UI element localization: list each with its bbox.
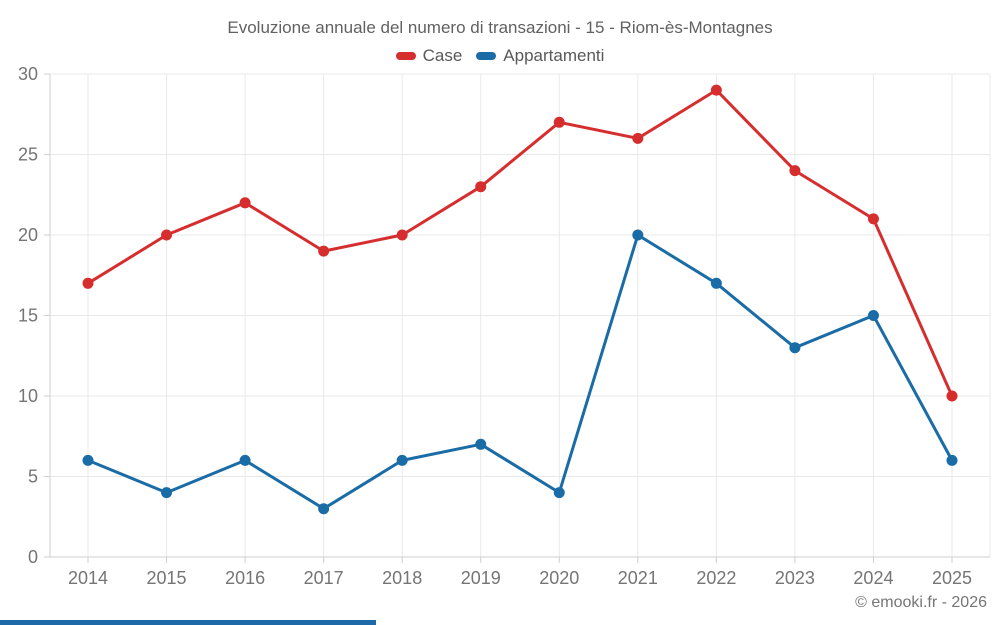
xtick-label-2025: 2025	[932, 568, 972, 588]
data-point-case-2023[interactable]	[789, 165, 801, 177]
data-point-appartamenti-2014[interactable]	[82, 454, 94, 466]
data-point-appartamenti-2018[interactable]	[396, 454, 408, 466]
data-point-case-2024[interactable]	[867, 213, 879, 225]
ytick-label-30: 30	[18, 64, 38, 84]
credit-watermark: © emooki.fr - 2026	[855, 594, 987, 611]
data-point-case-2016[interactable]	[239, 197, 251, 209]
legend-label-case: Case	[422, 46, 463, 65]
legend-swatch-appartamenti-icon	[476, 52, 497, 60]
data-point-case-2020[interactable]	[553, 116, 565, 128]
data-point-case-2017[interactable]	[318, 245, 330, 257]
data-point-appartamenti-2023[interactable]	[789, 342, 801, 354]
data-point-case-2022[interactable]	[710, 84, 722, 96]
data-point-appartamenti-2024[interactable]	[867, 310, 879, 321]
data-point-case-2025[interactable]	[946, 390, 958, 402]
legend-swatch-case-icon	[395, 52, 416, 60]
appartamenti-line	[87, 233, 954, 511]
data-point-appartamenti-2022[interactable]	[710, 277, 722, 289]
xtick-label-2019: 2019	[461, 568, 501, 588]
ytick-label-10: 10	[18, 386, 38, 406]
ytick-label-25: 25	[18, 145, 38, 165]
data-point-appartamenti-2019[interactable]	[475, 438, 487, 450]
xtick-label-2016: 2016	[225, 568, 265, 588]
legend-label-appartamenti: Appartamenti	[503, 46, 605, 65]
data-point-appartamenti-2017[interactable]	[318, 503, 330, 515]
xtick-label-2024: 2024	[853, 568, 893, 588]
legend-item-appartamenti[interactable]: Appartamenti	[476, 46, 604, 66]
data-point-case-2014[interactable]	[82, 277, 94, 289]
xtick-label-2018: 2018	[382, 568, 422, 588]
ytick-label-0: 0	[28, 547, 38, 567]
ytick-label-15: 15	[18, 306, 38, 326]
data-point-case-2018[interactable]	[396, 229, 408, 241]
data-point-case-2019[interactable]	[475, 181, 487, 193]
case-line	[87, 88, 954, 397]
xtick-label-2017: 2017	[304, 568, 344, 588]
data-point-appartamenti-2016[interactable]	[239, 454, 251, 466]
xtick-label-2022: 2022	[696, 568, 736, 588]
data-point-appartamenti-2015[interactable]	[161, 487, 173, 499]
xtick-label-2014: 2014	[68, 568, 108, 588]
xtick-label-2023: 2023	[775, 568, 815, 588]
legend: Case Appartamenti	[0, 46, 1000, 66]
data-point-appartamenti-2021[interactable]	[632, 229, 644, 241]
data-point-appartamenti-2025[interactable]	[946, 454, 958, 466]
data-point-appartamenti-2020[interactable]	[553, 487, 565, 499]
xtick-label-2020: 2020	[539, 568, 579, 588]
data-point-case-2015[interactable]	[161, 229, 173, 241]
chart-title: Evoluzione annuale del numero di transaz…	[227, 18, 773, 37]
legend-item-case[interactable]: Case	[395, 46, 463, 66]
ytick-label-20: 20	[18, 225, 38, 245]
data-point-case-2021[interactable]	[632, 132, 644, 144]
bottom-accent-bar	[0, 620, 376, 625]
ytick-label-5: 5	[28, 467, 38, 487]
xtick-label-2021: 2021	[618, 568, 658, 588]
xtick-label-2015: 2015	[147, 568, 187, 588]
